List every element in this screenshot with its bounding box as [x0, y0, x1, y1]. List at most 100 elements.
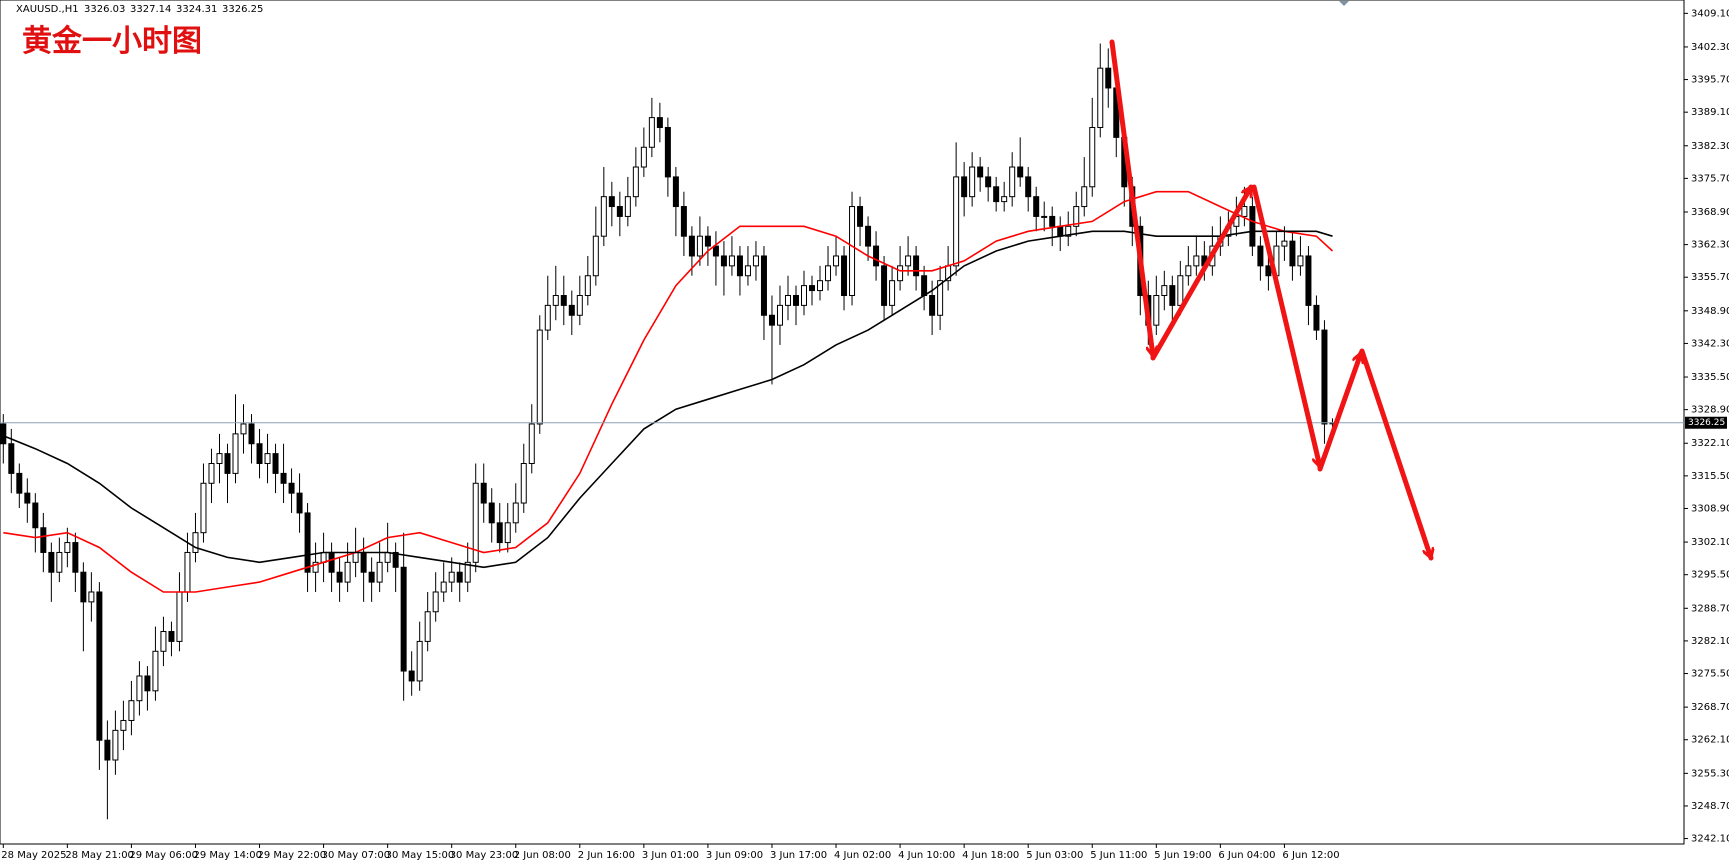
candle-body [144, 675, 151, 692]
candle-body [1057, 225, 1064, 237]
moving-average [3, 230, 1333, 569]
x-tick-label: 28 May 21:00 [65, 850, 134, 861]
chart-title: 黄金一小时图 [22, 24, 202, 59]
candle-body [16, 472, 23, 494]
price-label-box [1685, 416, 1727, 429]
candle-body [728, 255, 735, 267]
moving-average [3, 190, 1334, 593]
candle-body [184, 551, 191, 593]
y-tick-label: 3288.70 [1691, 603, 1729, 614]
candle-body [656, 117, 663, 128]
candle-body [200, 482, 207, 534]
candle-body [720, 255, 727, 267]
candle-body [360, 551, 367, 573]
candle-body [1081, 186, 1088, 208]
x-tick-label: 29 May 06:00 [129, 850, 198, 861]
candle-body [736, 255, 743, 277]
candle-body [624, 196, 631, 217]
candle-body [801, 285, 807, 306]
candle-body [881, 265, 888, 306]
candle-body [32, 502, 39, 529]
open: 3326.03 [84, 4, 125, 15]
y-tick-label: 3275.50 [1691, 669, 1729, 680]
candle-body [905, 255, 912, 267]
candle-body [72, 542, 79, 573]
candle-body [953, 176, 960, 267]
x-tick-label: 29 May 22:00 [258, 850, 327, 861]
candle-body [849, 206, 856, 296]
candle-body [304, 512, 311, 573]
candle-body [488, 502, 495, 524]
candle-body [985, 176, 992, 188]
candle-body [152, 650, 159, 692]
candle-body [320, 551, 327, 563]
candle-body [456, 571, 463, 583]
candle-body [1305, 255, 1312, 306]
candle-body [704, 235, 711, 247]
candle-body [216, 453, 223, 465]
candle-body [376, 561, 383, 583]
x-tick-label: 3 Jun 09:00 [706, 850, 763, 861]
candle-body [977, 166, 984, 178]
candle-body [224, 453, 231, 474]
x-tick-label: 28 May 2025 [1, 850, 66, 861]
candle-body [616, 206, 623, 217]
x-tick-label: 5 Jun 03:00 [1026, 850, 1083, 861]
candle-body [368, 571, 375, 583]
candle-body [248, 423, 255, 445]
y-tick-label: 3402.30 [1691, 42, 1729, 53]
y-tick-label: 3335.50 [1691, 372, 1729, 383]
high: 3327.14 [130, 4, 171, 15]
candle-body [1265, 265, 1272, 277]
candle-body [352, 551, 359, 563]
candle-body [768, 314, 775, 326]
candle-body [256, 443, 263, 465]
candle-body [1161, 285, 1168, 296]
symbol: XAUUSD.,H1 [16, 4, 79, 15]
candle-body [408, 670, 415, 682]
candle-body [24, 492, 31, 504]
candle-body [496, 522, 503, 544]
candle-body [552, 294, 559, 306]
candle-body [176, 591, 183, 642]
y-tick-label: 3302.10 [1691, 537, 1729, 548]
candle-body [168, 631, 175, 642]
arrow [1359, 348, 1431, 558]
candle-body [744, 265, 751, 277]
candle-body [1177, 275, 1184, 306]
candle-body [993, 186, 1000, 203]
candle-body [592, 235, 599, 277]
y-tick-label: 3362.30 [1691, 240, 1729, 251]
candle-body [240, 423, 247, 435]
candle-body [833, 255, 840, 267]
x-tick-label: 2 Jun 16:00 [578, 850, 635, 861]
candle-body [865, 225, 872, 247]
candle-body [921, 275, 928, 296]
candle-body [296, 492, 303, 514]
candle-body [448, 571, 455, 583]
candle-body [336, 571, 343, 583]
y-tick-label: 3315.50 [1691, 471, 1729, 482]
candle-body [776, 304, 783, 326]
candle-body [696, 235, 703, 257]
candle-body [857, 206, 864, 227]
price-label: 3326.25 [1688, 418, 1725, 428]
candle-body [640, 146, 647, 168]
candle-body [1313, 304, 1320, 331]
candle-body [400, 566, 407, 672]
y-tick-label: 3268.70 [1691, 702, 1729, 713]
candle-body [560, 294, 567, 306]
candle-body [264, 453, 271, 465]
candle-body [96, 591, 103, 741]
candle-body [584, 275, 591, 296]
y-tick-label: 3255.30 [1691, 768, 1729, 779]
x-tick-label: 3 Jun 17:00 [770, 850, 827, 861]
candle-body [1065, 225, 1072, 237]
close: 3326.25 [222, 4, 263, 15]
candle-body [961, 176, 968, 198]
x-tick-label: 2 Jun 08:00 [514, 850, 571, 861]
candle-body [648, 117, 655, 148]
candle-body [504, 522, 511, 544]
candle-body [520, 463, 527, 504]
candle-body [1249, 206, 1256, 247]
